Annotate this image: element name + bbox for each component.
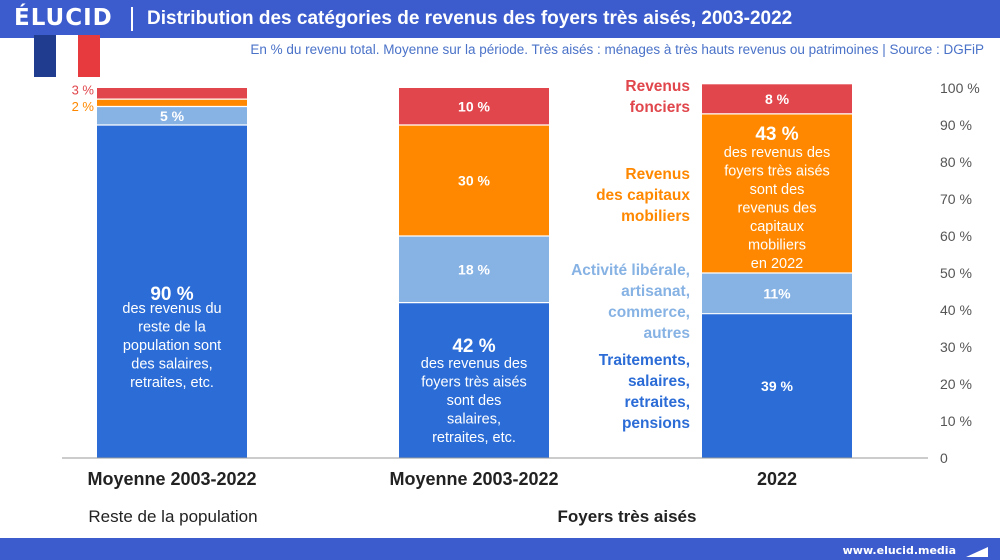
bar-segment <box>399 125 549 236</box>
bar-segment <box>97 88 247 100</box>
bar-segment <box>702 84 852 114</box>
bar-annotation-line: salaires, <box>447 412 501 428</box>
legend-label-line: mobiliers <box>621 208 690 225</box>
legend-label-line: salaires, <box>628 373 690 390</box>
legend-label-line: pensions <box>622 415 690 432</box>
bar-annotation-line: retraites, etc. <box>130 375 214 391</box>
bar-annotation-line: en 2022 <box>751 256 803 272</box>
bar-annotation-line: mobiliers <box>748 238 806 254</box>
bar-segment <box>702 113 852 274</box>
bar-value-label: 5 % <box>160 108 185 124</box>
bar-segment <box>702 313 852 458</box>
bar-value-label: 8 % <box>765 91 790 107</box>
bar-value-label: 30 % <box>458 173 490 189</box>
bar-annotation-line: des revenus des <box>421 356 527 372</box>
header-bar: ÉLUCID Distribution des catégories de re… <box>0 0 1000 38</box>
bar-segment <box>97 125 247 458</box>
y-tick-label: 100 % <box>940 80 980 96</box>
group-label: Foyers très aisés <box>558 507 697 526</box>
header-divider <box>131 7 133 31</box>
bar-value-label: 43 % <box>755 124 798 145</box>
brand-logo[interactable]: ÉLUCID <box>14 5 113 31</box>
bar-segment <box>702 273 852 314</box>
bar-value-label: 2 % <box>72 99 95 114</box>
bar-annotation-line: foyers très aisés <box>724 164 830 180</box>
chart-title: Distribution des catégories de revenus d… <box>147 8 793 29</box>
chart-subtitle: En % du revenu total. Moyenne sur la pér… <box>250 42 984 57</box>
bar-annotation-line: revenus des <box>738 201 817 217</box>
bar-value-label: 10 % <box>458 99 490 115</box>
legend-label-line: artisanat, <box>621 283 690 300</box>
legend-label-line: retraites, <box>625 394 690 411</box>
legend-label-line: Revenus <box>625 166 690 183</box>
y-tick-label: 90 % <box>940 117 972 133</box>
bar-annotation-line: sont des <box>750 182 805 198</box>
bar-value-label: 3 % <box>72 83 95 98</box>
y-tick-label: 40 % <box>940 302 972 318</box>
legend-label-line: Activité libérale, <box>571 262 690 279</box>
bar-annotation-line: retraites, etc. <box>432 430 516 446</box>
legend-label-line: des capitaux <box>596 187 690 204</box>
bar-segment <box>399 88 549 125</box>
bar-annotation-line: des revenus des <box>724 145 830 161</box>
y-tick-label: 20 % <box>940 376 972 392</box>
bar-value-label: 90 % <box>150 284 193 305</box>
footer-url[interactable]: www.elucid.media <box>842 544 956 557</box>
bar-annotation-line: foyers très aisés <box>421 375 527 391</box>
flag-france-icon <box>34 35 100 77</box>
legend-label-line: autres <box>643 325 690 342</box>
y-tick-label: 10 % <box>940 413 972 429</box>
brand-mark-icon <box>966 547 988 557</box>
group-label: Reste de la population <box>88 507 257 526</box>
legend-label-line: Revenus <box>625 78 690 95</box>
bar-annotation-line: capitaux <box>750 219 805 235</box>
bar-annotation-line: reste de la <box>138 320 207 336</box>
bar-annotation-line: population sont <box>123 338 221 354</box>
legend-label-line: commerce, <box>608 304 690 321</box>
chart-card: ÉLUCID Distribution des catégories de re… <box>0 0 1000 538</box>
bar-segment <box>399 236 549 303</box>
bar-annotation-line: des revenus du <box>122 301 221 317</box>
bar-annotation-line: sont des <box>447 393 502 409</box>
y-tick-label: 70 % <box>940 191 972 207</box>
y-tick-label: 30 % <box>940 339 972 355</box>
x-category-label: 2022 <box>757 469 797 489</box>
legend-label-line: fonciers <box>630 99 690 116</box>
bar-segment <box>97 106 247 125</box>
stacked-bar-chart: 0 10 % 20 % 30 % 40 % 50 % 60 % 70 % 80 % 90 % 100… <box>62 78 980 526</box>
y-tick-label: 60 % <box>940 228 972 244</box>
bar-segment <box>399 302 549 458</box>
bar-value-label: 11% <box>763 285 791 301</box>
legend-label-line: Traitements, <box>599 352 690 369</box>
x-category-label: Moyenne 2003-2022 <box>87 469 256 489</box>
bar-value-label: 18 % <box>458 261 490 277</box>
bar-value-label: 39 % <box>761 378 793 394</box>
y-tick-label: 0 <box>940 450 948 466</box>
bar-segment <box>97 99 247 107</box>
bar-annotation-line: des salaires, <box>131 357 212 373</box>
bar-value-label: 42 % <box>452 336 495 357</box>
y-tick-label: 80 % <box>940 154 972 170</box>
x-category-label: Moyenne 2003-2022 <box>389 469 558 489</box>
y-tick-label: 50 % <box>940 265 972 281</box>
